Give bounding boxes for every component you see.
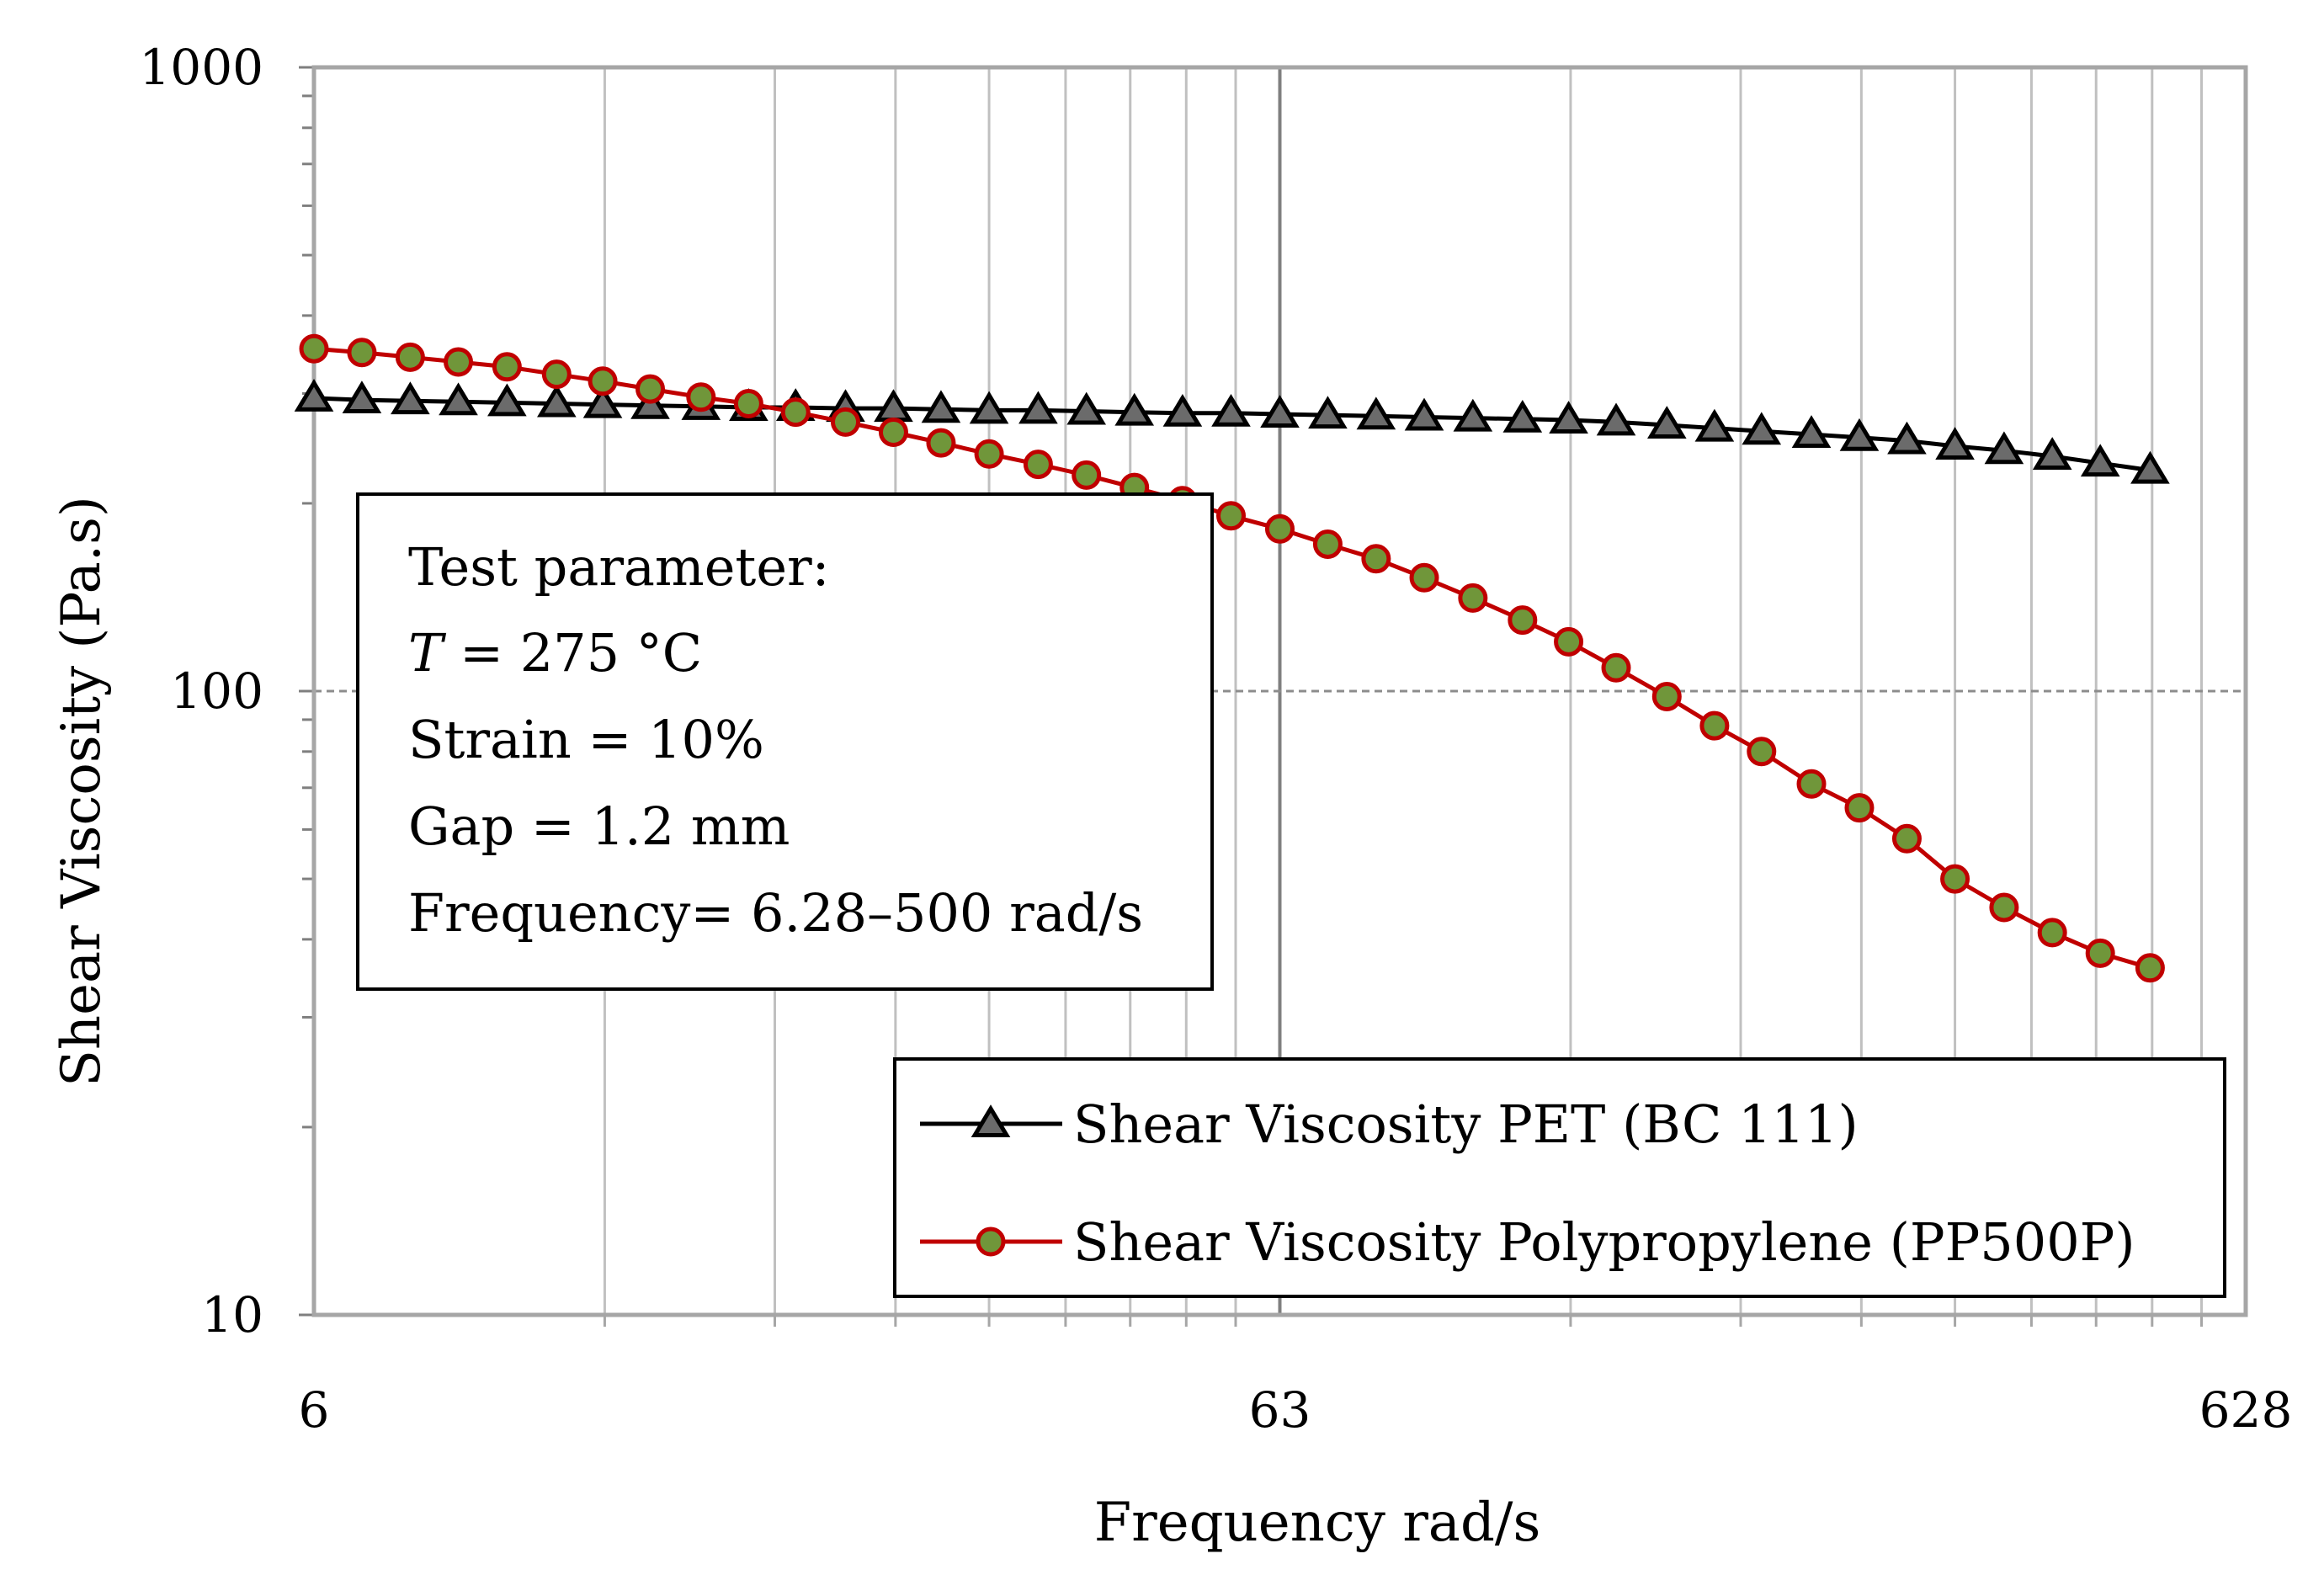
data-point-pp — [1940, 864, 1970, 894]
data-point-pp — [1651, 682, 1682, 712]
data-point-pet — [1984, 431, 2024, 465]
data-point-pet — [1162, 393, 1203, 427]
plot-area-frame — [311, 65, 2248, 1317]
x-tick-label: 63 — [1249, 1381, 1311, 1439]
data-point-pet — [969, 391, 1009, 424]
data-point-pet — [1646, 406, 1687, 439]
data-point-pet — [1066, 391, 1107, 425]
data-point-pp — [444, 347, 474, 377]
data-point-pet — [1356, 396, 1396, 430]
data-point-pet — [1887, 421, 1927, 455]
legend-frame — [893, 1057, 2226, 1298]
data-point-pp — [492, 352, 522, 382]
data-point-pp — [1458, 583, 1488, 613]
data-point-pp — [878, 418, 908, 448]
data-point-pp — [1554, 626, 1584, 657]
data-point-pp — [1312, 529, 1343, 559]
data-point-pp — [2037, 918, 2067, 948]
data-point-pp — [541, 359, 572, 390]
y-axis-title: Shear Viscosity (Pa.s) — [51, 496, 113, 1087]
data-point-pp — [1699, 710, 1730, 741]
data-point-pp — [1361, 544, 1391, 574]
data-point-pp — [1891, 823, 1922, 854]
data-point-pp — [347, 338, 377, 368]
data-point-pet — [921, 390, 961, 423]
data-point-pet — [1742, 412, 1782, 445]
data-point-pp — [686, 382, 716, 412]
legend-marker-pp — [976, 1226, 1006, 1257]
series-layer — [294, 333, 2170, 983]
data-point-pet — [1549, 401, 1588, 434]
x-tick-label: 628 — [2199, 1381, 2293, 1439]
test-parameter-gap: Gap = 1.2 mm — [408, 795, 790, 857]
data-point-pet — [1694, 408, 1735, 442]
temperature-value: = 275 °C — [443, 622, 702, 684]
data-point-pp — [1844, 793, 1875, 823]
test-parameter-strain: Strain = 10% — [408, 709, 764, 770]
data-point-pet — [1502, 399, 1543, 433]
data-point-pet — [294, 379, 334, 412]
x-axis-title: Frequency rad/s — [1094, 1492, 1541, 1554]
data-point-pet — [1018, 391, 1058, 424]
data-point-pp — [1508, 605, 1538, 636]
test-parameter-frequency: Frequency= 6.28–500 rad/s — [408, 882, 1143, 944]
data-point-pet — [582, 385, 623, 418]
data-point-pp — [1796, 769, 1827, 799]
test-parameter-temperature: T = 275 °C — [408, 622, 702, 684]
data-point-pet — [1404, 397, 1444, 431]
temperature-symbol: T — [408, 622, 447, 684]
data-point-pet — [1453, 398, 1493, 432]
legend-label-pet: Shear Viscosity PET (BC 111) — [1073, 1093, 1859, 1155]
data-point-pet — [1596, 402, 1636, 436]
data-point-pet — [1839, 418, 1880, 451]
data-point-pet — [2080, 444, 2120, 477]
test-parameter-box: Test parameter: T = 275 °C Strain = 10% … — [356, 492, 1214, 991]
data-point-pp — [395, 342, 425, 372]
data-point-pet — [342, 380, 382, 414]
data-point-pet — [1211, 393, 1251, 427]
data-point-pp — [926, 428, 956, 458]
data-point-pp — [1409, 562, 1439, 593]
data-point-pp — [1601, 652, 1631, 683]
y-tick-label: 10 — [201, 1286, 263, 1344]
data-point-pp — [2135, 953, 2165, 983]
data-point-pp — [1265, 513, 1295, 544]
data-point-pet — [537, 384, 577, 418]
data-point-pp — [1072, 460, 1102, 490]
data-point-pp — [1747, 737, 1777, 767]
legend-marker-pet — [971, 1104, 1011, 1137]
data-point-pet — [2130, 450, 2170, 484]
data-point-pet — [439, 382, 478, 416]
data-point-pp — [636, 374, 666, 404]
data-point-pp — [780, 397, 811, 428]
data-point-pp — [733, 388, 763, 418]
data-point-pp — [1989, 892, 2019, 923]
legend-label-pp: Shear Viscosity Polypropylene (PP500P) — [1073, 1211, 2135, 1273]
axis-labels: 6 63 628 10 100 1000 — [139, 39, 2292, 1439]
test-parameter-title: Test parameter: — [408, 536, 830, 598]
data-point-pet — [487, 383, 527, 417]
data-point-pp — [588, 366, 618, 396]
data-point-pp — [831, 407, 861, 437]
x-tick-label: 6 — [299, 1381, 330, 1439]
data-point-pet — [1260, 395, 1300, 428]
data-point-pp — [974, 439, 1004, 469]
data-point-pp — [2085, 938, 2115, 968]
data-point-pet — [1791, 415, 1832, 448]
y-tick-label: 100 — [170, 662, 263, 720]
data-point-pet — [1114, 392, 1155, 426]
test-parameter-box-frame — [356, 492, 1214, 991]
legend: Shear Viscosity PET (BC 111) Shear Visco… — [893, 1057, 2226, 1298]
y-tick-label: 1000 — [139, 39, 263, 96]
data-point-pet — [1308, 396, 1348, 429]
data-point-pp — [299, 333, 329, 364]
data-point-pp — [1215, 501, 1246, 531]
data-point-pet — [1935, 427, 1975, 460]
data-point-pet — [2032, 437, 2072, 470]
data-point-pp — [1023, 450, 1053, 480]
data-point-pet — [391, 381, 430, 415]
